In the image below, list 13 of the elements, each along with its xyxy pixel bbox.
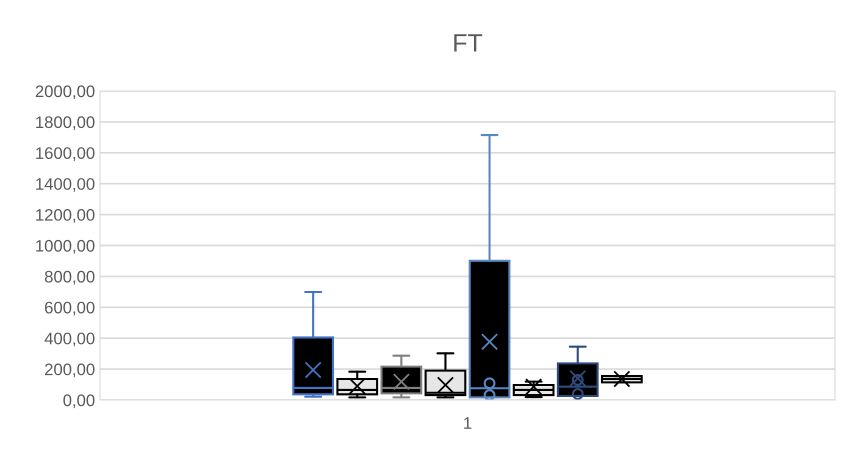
y-tick-label: 2000,00: [36, 85, 94, 100]
y-tick-label: 400,00: [44, 332, 94, 346]
y-tick-label: 200,00: [45, 364, 94, 378]
y-tick-label: 1400,00: [36, 178, 94, 192]
y-tick-label: 800,00: [44, 270, 94, 285]
y-tick-label: 1600,00: [36, 147, 94, 161]
y-tick-label: 1000,00: [36, 240, 94, 254]
y-tick-label: 1200,00: [36, 209, 94, 223]
y-tick-label: 1800,00: [36, 116, 94, 130]
chart-title: FT: [454, 34, 482, 52]
y-tick-label: 600,00: [45, 302, 94, 316]
x-tick-label: 1: [464, 417, 472, 429]
y-tick-label: 0,00: [63, 394, 94, 408]
